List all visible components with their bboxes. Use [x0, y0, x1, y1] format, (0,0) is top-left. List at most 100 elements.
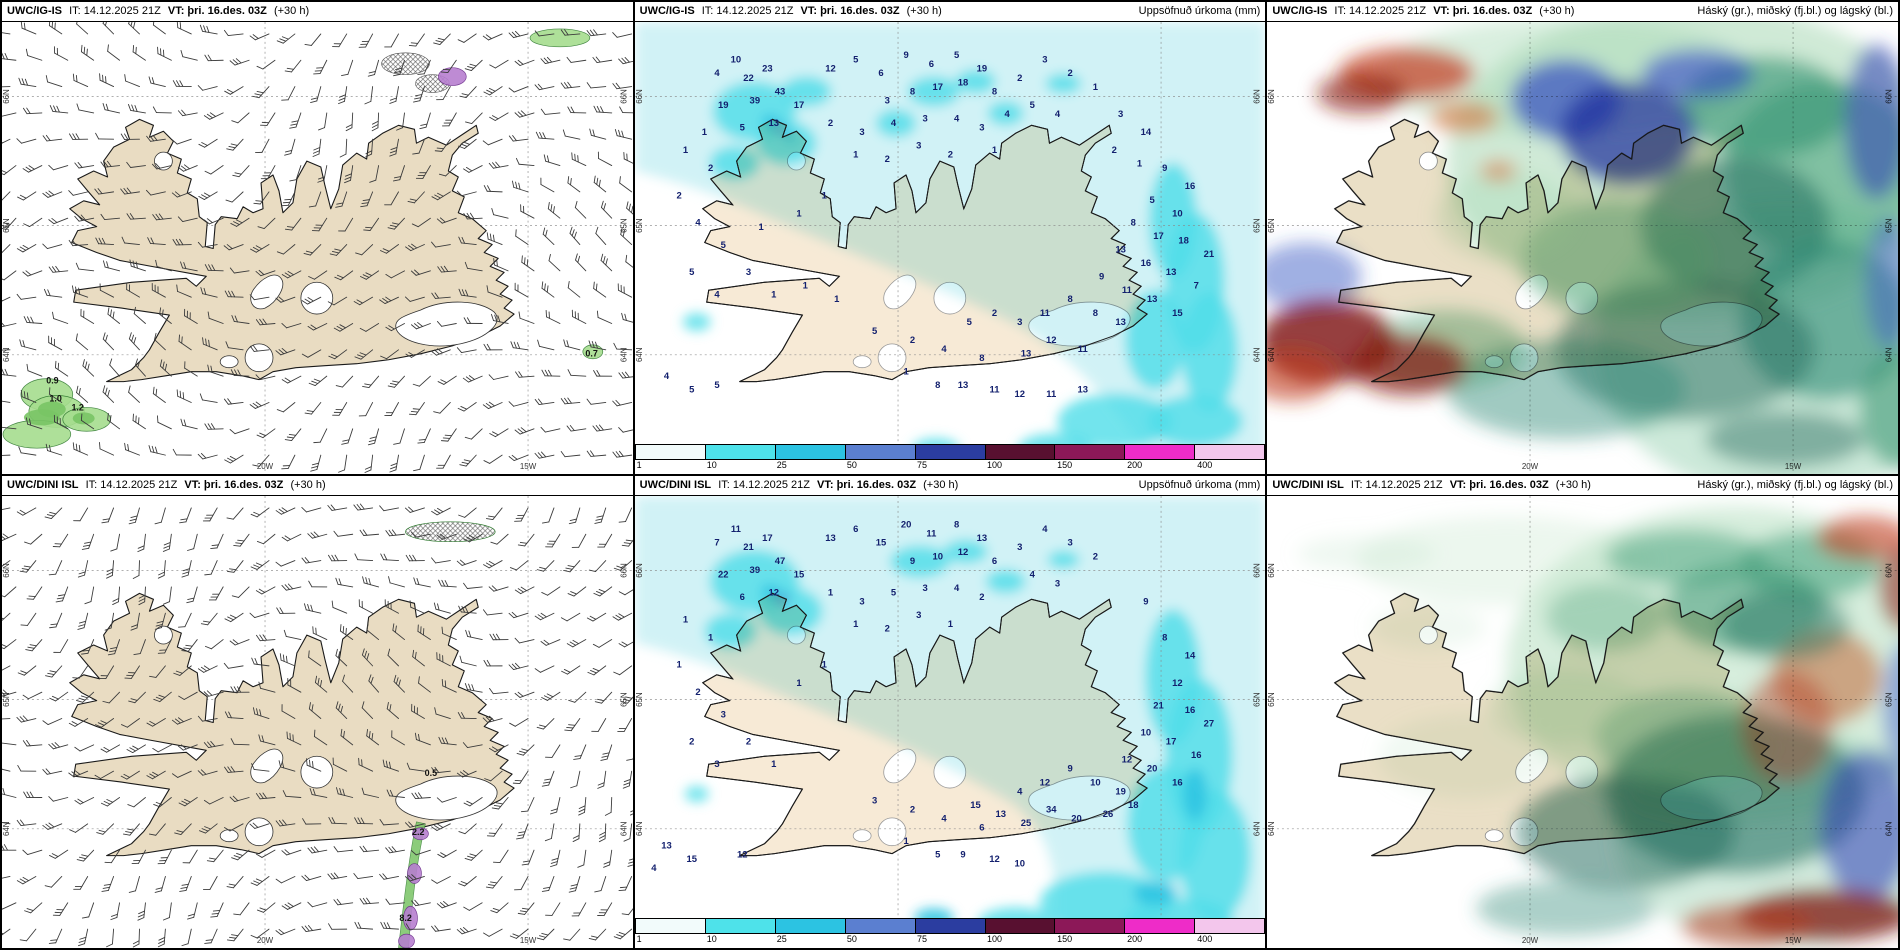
init-time: IT: 14.12.2025 21Z [701, 5, 794, 17]
svg-text:12: 12 [1121, 755, 1132, 766]
svg-text:3: 3 [1017, 317, 1022, 328]
svg-text:2: 2 [884, 624, 889, 635]
svg-text:34: 34 [1046, 804, 1057, 815]
svg-text:8.2: 8.2 [399, 913, 411, 923]
panel-dini-wind: UWC/DINI ISL IT: 14.12.2025 21Z VT: þri.… [2, 476, 633, 948]
svg-text:15: 15 [875, 538, 886, 549]
svg-text:66N: 66N [635, 563, 644, 578]
svg-text:19: 19 [718, 100, 729, 111]
valid-time: VT: þri. 16.des. 03Z [167, 5, 267, 17]
wind-barbs [2, 503, 633, 948]
svg-text:20: 20 [901, 520, 912, 531]
svg-text:2.2: 2.2 [412, 827, 424, 837]
svg-text:13: 13 [661, 841, 672, 852]
svg-text:16: 16 [1140, 258, 1151, 269]
init-time: IT: 14.12.2025 21Z [718, 479, 810, 491]
svg-text:3: 3 [872, 795, 877, 806]
svg-text:4: 4 [1004, 109, 1010, 120]
map-area: 66N 65N 64N 66N 65N 64N 7 11 21 17 22 39 47 6 12 15 13 6 1… [634, 496, 1266, 948]
svg-text:64N: 64N [1252, 821, 1261, 836]
model-name: UWC/IG-IS [7, 5, 62, 17]
colorbar-swatch [775, 445, 846, 459]
panel-title: Uppsöfnuð úrkoma (mm) [1138, 5, 1261, 17]
svg-text:64N: 64N [1252, 347, 1261, 362]
colorbar-swatch [1055, 919, 1126, 933]
svg-text:8: 8 [910, 86, 915, 97]
valid-time: VT: þri. 16.des. 03Z [800, 5, 900, 17]
svg-text:2: 2 [910, 335, 915, 346]
graticule-labels: 66N 65N 64N 66N 65N 64N [635, 89, 1262, 362]
valid-time: VT: þri. 16.des. 03Z [817, 479, 917, 491]
graticule-labels: 66N 65N 64N 66N 65N 64N [635, 563, 1262, 836]
svg-text:65N: 65N [1267, 218, 1276, 233]
contour-labels: 0.5 2.2 8.2 [399, 768, 437, 923]
model-name: UWC/DINI ISL [7, 479, 79, 491]
svg-text:21: 21 [743, 542, 754, 553]
wind-barbs [2, 22, 633, 473]
cloud-shading [1267, 22, 1898, 474]
svg-text:5: 5 [689, 267, 694, 278]
svg-text:65N: 65N [1252, 692, 1261, 707]
svg-text:2: 2 [1092, 551, 1097, 562]
lead-time: (+30 h) [906, 5, 942, 17]
colorbar-swatch [915, 919, 986, 933]
colorbar-swatch [635, 445, 706, 459]
svg-text:1.2: 1.2 [71, 403, 83, 413]
svg-text:5: 5 [739, 122, 744, 133]
svg-text:10: 10 [932, 551, 943, 562]
svg-text:1: 1 [1092, 82, 1097, 93]
valid-time: VT: þri. 16.des. 03Z [184, 479, 284, 491]
svg-text:14: 14 [1140, 127, 1151, 138]
panel-ig-cloud: UWC/IG-IS IT: 14.12.2025 21Z VT: þri. 16… [1267, 2, 1898, 474]
svg-text:9: 9 [1143, 596, 1148, 607]
svg-text:66N: 66N [620, 89, 629, 104]
svg-text:2: 2 [910, 804, 915, 815]
colorbar-swatch [705, 919, 776, 933]
svg-text:5: 5 [853, 55, 858, 66]
svg-text:13: 13 [768, 118, 779, 129]
svg-text:11: 11 [1077, 344, 1087, 355]
svg-text:4: 4 [651, 863, 657, 874]
svg-text:9: 9 [1162, 163, 1167, 174]
lead-time: (+30 h) [1555, 479, 1591, 491]
svg-text:17: 17 [793, 100, 804, 111]
svg-text:8: 8 [992, 86, 997, 97]
panel-title: Uppsöfnuð úrkoma (mm) [1138, 479, 1261, 491]
svg-text:27: 27 [1203, 719, 1214, 730]
panel-header: UWC/DINI ISL IT: 14.12.2025 21Z VT: þri.… [2, 476, 633, 496]
precip-colorbar: 1 10 25 50 75 100 150 200 400 [634, 444, 1266, 474]
svg-text:7: 7 [714, 538, 719, 549]
lead-time: (+30 h) [273, 5, 310, 17]
svg-text:1: 1 [758, 222, 763, 233]
svg-text:6: 6 [928, 59, 933, 70]
svg-text:13: 13 [825, 533, 836, 544]
svg-text:10: 10 [1140, 728, 1151, 739]
svg-text:64N: 64N [635, 347, 644, 362]
colorbar-labels: 1 10 25 50 75 100 150 200 400 [636, 460, 1213, 470]
svg-text:4: 4 [1017, 786, 1023, 797]
svg-text:1: 1 [796, 678, 801, 689]
panel-header-left: UWC/IG-IS IT: 14.12.2025 21Z VT: þri. 16… [1272, 2, 1578, 21]
svg-text:6: 6 [853, 524, 858, 535]
svg-text:20W: 20W [257, 936, 274, 945]
svg-text:17: 17 [1165, 737, 1176, 748]
svg-text:5: 5 [872, 326, 877, 337]
panel-header: UWC/DINI ISL IT: 14.12.2025 21Z VT: þri.… [634, 476, 1266, 496]
svg-text:13: 13 [1147, 294, 1158, 305]
svg-text:43: 43 [774, 86, 785, 97]
svg-text:11: 11 [1122, 285, 1132, 296]
svg-text:39: 39 [749, 565, 760, 576]
svg-text:5: 5 [1029, 100, 1034, 111]
svg-text:9: 9 [910, 556, 915, 567]
svg-text:65N: 65N [2, 692, 11, 707]
svg-text:2: 2 [992, 308, 997, 319]
svg-text:17: 17 [932, 82, 943, 93]
svg-text:20: 20 [1147, 764, 1158, 775]
svg-text:64N: 64N [2, 347, 11, 362]
panel-header-left: UWC/IG-IS IT: 14.12.2025 21Z VT: þri. 16… [7, 2, 313, 21]
svg-text:12: 12 [1172, 678, 1183, 689]
